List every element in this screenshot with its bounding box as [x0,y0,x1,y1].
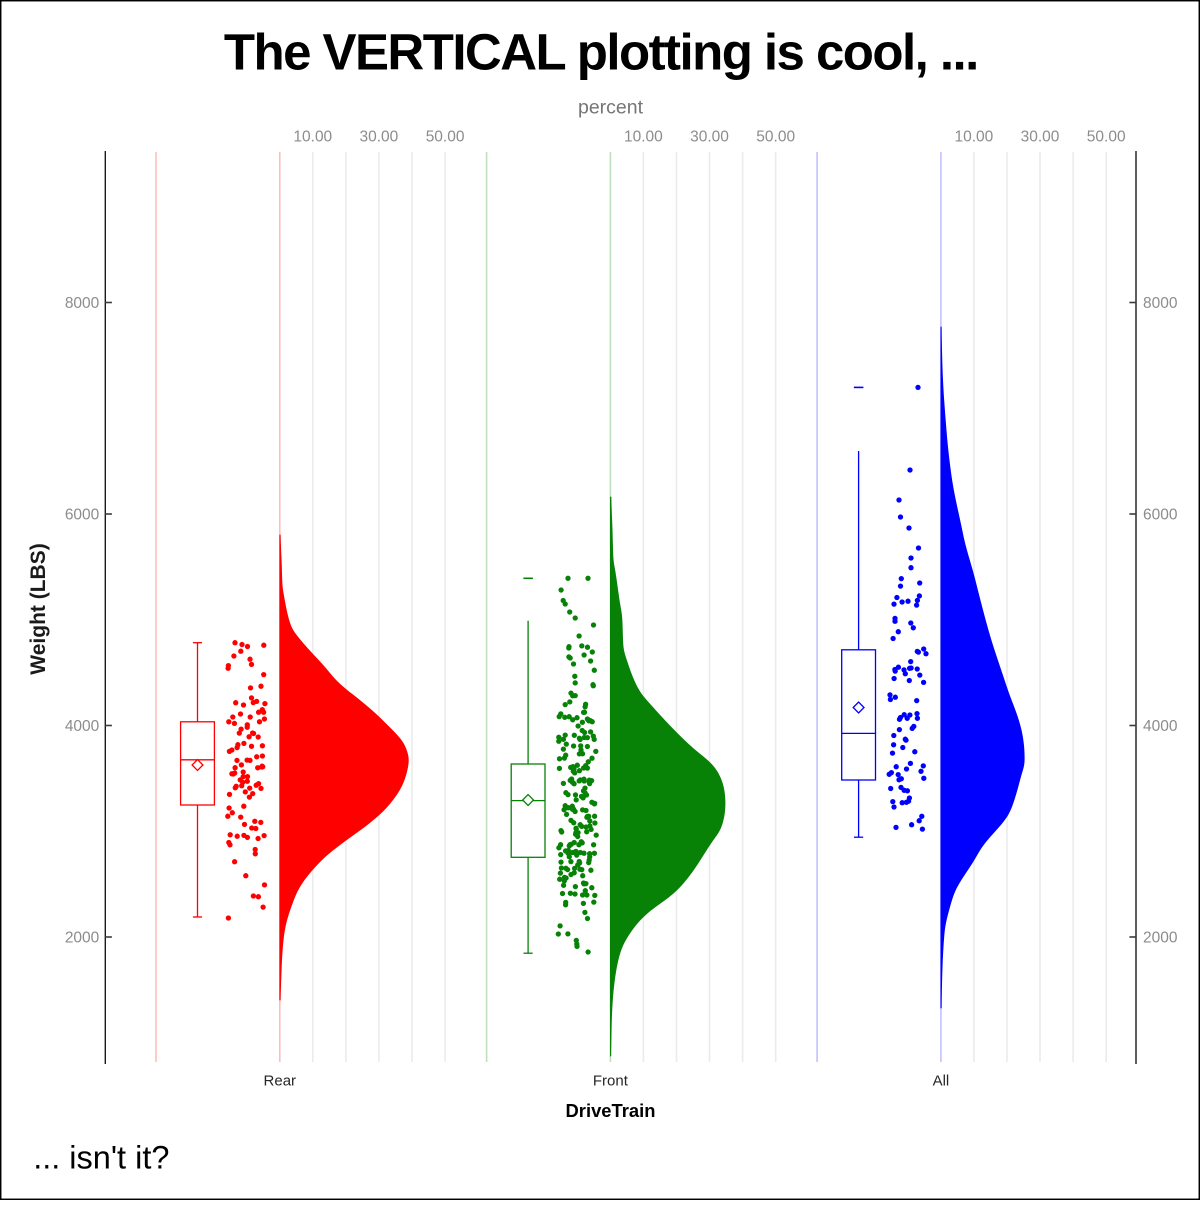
svg-text:6000: 6000 [65,506,100,523]
svg-text:Rear: Rear [264,1073,297,1090]
svg-text:30.00: 30.00 [1021,129,1060,146]
svg-text:2000: 2000 [65,929,100,946]
svg-text:2000: 2000 [1143,929,1178,946]
svg-text:Front: Front [593,1073,629,1090]
svg-text:10.00: 10.00 [624,129,663,146]
svg-text:50.00: 50.00 [756,129,795,146]
svg-text:Weight (LBS): Weight (LBS) [27,543,50,674]
svg-text:30.00: 30.00 [690,129,729,146]
svg-text:All: All [933,1073,950,1090]
svg-text:... isn't it?: ... isn't it? [33,1139,169,1175]
svg-text:50.00: 50.00 [426,129,465,146]
svg-text:The VERTICAL plotting is cool,: The VERTICAL plotting is cool, ... [224,24,978,81]
svg-text:DriveTrain: DriveTrain [566,1100,656,1121]
svg-text:50.00: 50.00 [1087,129,1126,146]
svg-text:percent: percent [578,97,644,119]
svg-text:4000: 4000 [1143,718,1178,735]
svg-text:8000: 8000 [65,295,100,312]
svg-text:10.00: 10.00 [955,129,994,146]
svg-text:8000: 8000 [1143,295,1178,312]
svg-text:6000: 6000 [1143,506,1178,523]
svg-text:30.00: 30.00 [360,129,399,146]
svg-text:10.00: 10.00 [293,129,332,146]
svg-text:4000: 4000 [65,718,100,735]
